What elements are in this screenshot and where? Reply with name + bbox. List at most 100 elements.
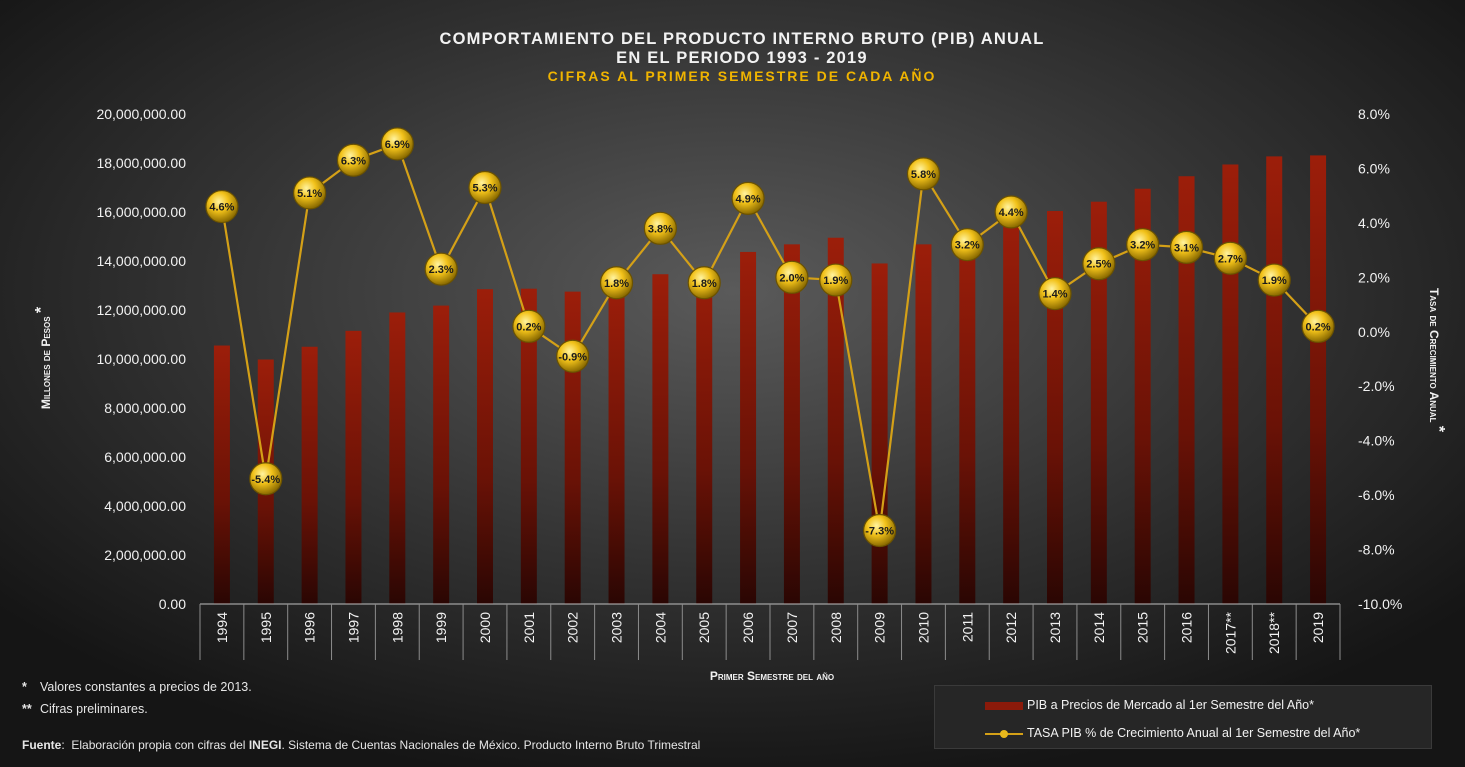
y-axis-right-label: Tasa de Crecimiento Anual * <box>1427 288 1447 433</box>
marker-circle <box>775 260 809 294</box>
y-left-tick-label: 18,000,000.00 <box>96 155 186 171</box>
bar-pib-2015 <box>1134 188 1151 604</box>
marker-circle <box>556 339 590 373</box>
legend-bar-swatch <box>985 701 1023 710</box>
source-note: Fuente: Elaboración propia con cifras de… <box>22 738 700 752</box>
bar-pib-2019 <box>1310 155 1327 604</box>
y-axis-left-label: Millones de Pesos * <box>33 306 53 409</box>
marker-tasa-2016: 3.1% <box>1169 230 1204 264</box>
marker-circle <box>1082 247 1116 281</box>
marker-circle <box>687 266 721 300</box>
x-tick-label: 1995 <box>258 612 274 643</box>
data-label-tasa: 0.2% <box>1306 321 1331 333</box>
y-left-tick-label: 14,000,000.00 <box>96 253 186 269</box>
data-label-tasa: 5.3% <box>472 183 497 195</box>
marker-circle <box>205 189 239 224</box>
marker-circle <box>424 252 458 286</box>
marker-circle <box>599 266 634 300</box>
footnote-preliminary: ** Cifras preliminares. <box>22 698 252 720</box>
marker-tasa-2014: 2.5% <box>1082 247 1116 281</box>
x-tick-label: 2016 <box>1179 612 1195 643</box>
marker-circle <box>1213 241 1247 275</box>
y-left-tick-label: 16,000,000.00 <box>96 204 186 220</box>
y-right-tick-label: 6.0% <box>1358 160 1390 176</box>
bar-pib-2008 <box>827 237 844 604</box>
y-left-tick-label: 2,000,000.00 <box>104 547 186 563</box>
marker-circle <box>1301 309 1335 343</box>
x-tick-label: 2009 <box>872 612 888 643</box>
legend-item-pib: PIB a Precios de Mercado al 1er Semestre… <box>985 695 1314 715</box>
data-label-tasa: 3.1% <box>1174 242 1199 254</box>
data-label-tasa: 5.1% <box>297 188 322 200</box>
marker-circle <box>336 143 371 177</box>
y-right-tick-label: -4.0% <box>1358 433 1395 449</box>
data-label-tasa: 3.2% <box>1130 240 1155 252</box>
bar-pib-1999 <box>433 305 450 604</box>
marker-tasa-2008: 1.9% <box>819 263 853 297</box>
marker-tasa-1997: 6.3% <box>336 143 371 177</box>
marker-tasa-2010: 5.8% <box>906 157 941 191</box>
marker-circle <box>731 181 765 215</box>
marker-tasa-1998: 6.9% <box>380 127 414 161</box>
legend-item-text: TASA PIB % de Crecimiento Anual al 1er S… <box>1027 726 1361 740</box>
marker-circle <box>293 176 327 210</box>
x-tick-label: 1999 <box>433 612 449 643</box>
y-left-tick-label: 10,000,000.00 <box>96 351 186 367</box>
data-label-tasa: 2.0% <box>779 272 804 284</box>
bar-pib-2010 <box>915 244 932 604</box>
marker-circle <box>643 211 677 245</box>
marker-tasa-2012: 4.4% <box>994 195 1028 229</box>
footnote-constant-prices: * Valores constantes a precios de 2013. <box>22 676 252 698</box>
marker-tasa-2005: 1.8% <box>687 266 721 300</box>
bar-pib-1997 <box>345 330 362 604</box>
data-label-tasa: 4.9% <box>736 193 761 205</box>
marker-circle <box>380 127 414 161</box>
bar-pib-2007 <box>783 244 800 604</box>
legend-line-swatch <box>985 729 1023 738</box>
y-right-tick-label: -8.0% <box>1358 542 1395 558</box>
data-label-tasa: -7.3% <box>865 526 894 538</box>
chart-legend: PIB a Precios de Mercado al 1er Semestre… <box>934 685 1432 749</box>
y-right-tick-label: 8.0% <box>1358 106 1390 122</box>
data-label-tasa: 3.2% <box>955 240 980 252</box>
x-tick-label: 2000 <box>477 612 493 643</box>
x-tick-label: 1998 <box>389 612 405 643</box>
marker-tasa-2002: -0.9% <box>556 339 590 373</box>
x-tick-label: 1996 <box>302 612 318 643</box>
bar-pib-2001 <box>520 288 537 604</box>
marker-tasa-2004: 3.8% <box>643 211 677 245</box>
y-right-tick-label: 0.0% <box>1358 324 1390 340</box>
y-axis-right-label-text: Tasa de Crecimiento Anual <box>1427 288 1441 423</box>
x-tick-label: 2001 <box>521 612 537 643</box>
marker-tasa-2011: 3.2% <box>950 228 984 262</box>
marker-circle <box>906 157 941 191</box>
marker-tasa-1994: 4.6% <box>205 189 239 224</box>
y-left-tick-label: 0.00 <box>159 596 186 612</box>
data-label-tasa: 1.9% <box>823 275 848 287</box>
bar-pib-2014 <box>1090 201 1107 604</box>
bar-pib-2016 <box>1178 176 1195 605</box>
x-tick-label: 2003 <box>609 612 625 643</box>
bar-pib-2017 <box>1222 164 1239 604</box>
footnotes: * Valores constantes a precios de 2013. *… <box>22 676 252 720</box>
data-label-tasa: 5.8% <box>911 169 936 181</box>
marker-circle <box>512 309 546 343</box>
marker-circle <box>468 170 502 205</box>
source-bold: INEGI <box>248 738 282 752</box>
bar-pib-1996 <box>301 346 318 604</box>
data-label-tasa: 4.4% <box>999 207 1024 219</box>
x-tick-label: 1994 <box>214 612 230 643</box>
x-tick-label: 2014 <box>1091 612 1107 643</box>
chart-title-line2: EN EL PERIODO 1993 - 2019 <box>616 49 868 67</box>
marker-circle <box>1126 228 1160 262</box>
marker-circle <box>1169 230 1204 264</box>
data-label-tasa: -5.4% <box>251 474 280 486</box>
bar-pib-2005 <box>696 267 713 604</box>
marker-tasa-2003: 1.8% <box>599 266 634 300</box>
marker-tasa-2013: 1.4% <box>1038 277 1072 311</box>
bar-pib-2002 <box>564 291 581 604</box>
line-markers: 4.6% -5.4% 5.1% 6.3% 6.9% 2.3% 5.3% 0.2% -0.9% 1.… <box>205 127 1335 548</box>
bar-pib-2003 <box>608 285 625 604</box>
y-axis-left: 0.00 2,000,000.00 4,000,000.00 6,000,000.00… <box>96 106 186 612</box>
